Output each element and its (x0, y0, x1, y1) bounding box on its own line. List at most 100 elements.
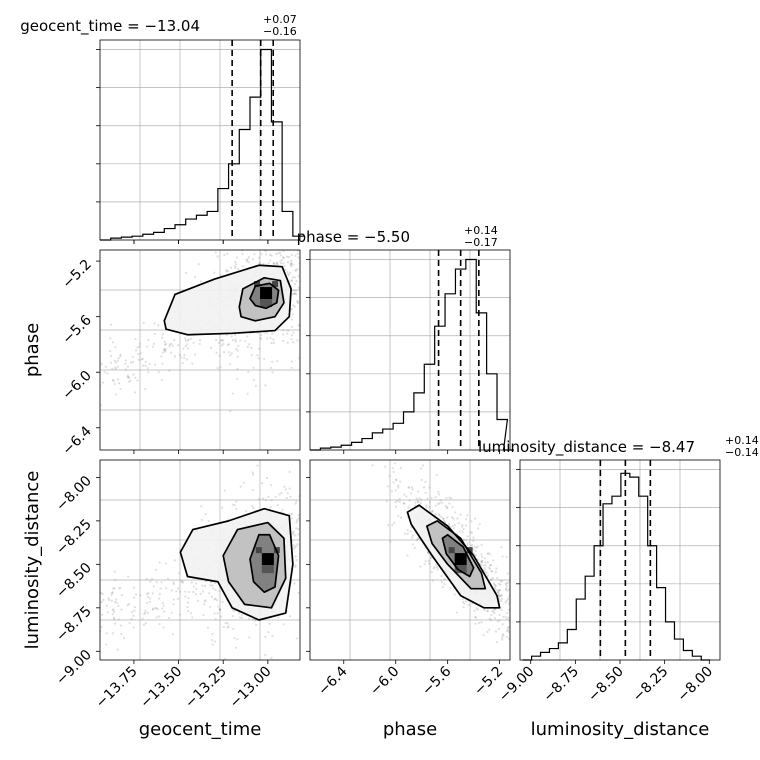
sample-point (473, 545, 476, 549)
sample-point (500, 594, 503, 597)
panel-frame (99, 249, 301, 451)
sample-point (488, 567, 492, 570)
sample-point (279, 254, 283, 257)
sample-point (297, 323, 300, 327)
sample-point (113, 579, 117, 582)
sample-point (427, 559, 430, 562)
sample-point (277, 616, 280, 619)
sample-point (462, 538, 466, 541)
sample-point (149, 597, 152, 600)
ylabel-luminosity-distance: luminosity_distance (22, 471, 43, 650)
sample-point (138, 345, 141, 348)
sample-point (501, 636, 504, 639)
sample-point (428, 505, 431, 509)
sample-point (220, 344, 224, 347)
sample-point (444, 504, 447, 508)
sample-point (234, 266, 237, 270)
sample-point (472, 539, 475, 542)
sample-point (476, 558, 480, 561)
sample-point (254, 384, 257, 387)
sample-point (241, 252, 244, 256)
sample-point (435, 565, 439, 569)
sample-point (494, 571, 497, 574)
sample-point (498, 619, 501, 622)
sample-point (126, 604, 129, 607)
sample-point (162, 604, 165, 607)
sample-point (184, 339, 187, 342)
sample-point (480, 553, 483, 556)
sample-point (462, 600, 465, 603)
sample-point (290, 334, 294, 337)
sample-point (499, 599, 503, 603)
sample-point (111, 591, 114, 594)
sample-point (151, 592, 154, 595)
sample-point (158, 597, 161, 600)
sample-point (484, 561, 487, 564)
sample-point (295, 293, 298, 296)
sample-point (499, 579, 502, 583)
sample-point (251, 488, 254, 492)
sample-point (409, 492, 413, 495)
sample-point (291, 313, 294, 316)
sample-point (191, 616, 194, 619)
sample-point (130, 617, 133, 621)
sample-point (257, 347, 261, 350)
sample-point (164, 562, 167, 565)
sample-point (497, 591, 500, 594)
sample-point (441, 585, 445, 588)
sample-point (371, 464, 374, 467)
sample-point (281, 339, 285, 343)
sample-point (483, 568, 486, 572)
sample-point (197, 263, 200, 266)
sample-point (283, 264, 286, 268)
sample-point (152, 607, 155, 610)
sample-point (178, 613, 182, 616)
sample-point (181, 581, 184, 584)
sample-point (126, 376, 129, 379)
sample-point (209, 346, 213, 349)
sample-point (389, 540, 392, 543)
sample-point (251, 504, 254, 508)
sample-point (236, 377, 239, 380)
sample-point (430, 571, 433, 574)
sample-point (445, 506, 449, 509)
sample-point (178, 572, 181, 575)
sample-point (280, 258, 284, 262)
sample-point (168, 343, 171, 346)
sample-point (126, 374, 129, 377)
sample-point (492, 582, 495, 585)
sample-point (100, 363, 103, 366)
sample-point (234, 263, 238, 266)
sample-point (489, 564, 492, 567)
sample-point (111, 632, 114, 635)
sample-point (443, 577, 446, 581)
sample-point (478, 621, 481, 624)
sample-point (271, 634, 274, 638)
sample-point (167, 616, 171, 620)
sample-point (151, 608, 154, 611)
sample-point (106, 611, 109, 614)
sample-point (504, 588, 507, 591)
sample-point (297, 513, 300, 517)
sample-point (498, 614, 501, 617)
sample-point (176, 587, 180, 590)
sample-point (472, 536, 475, 539)
sample-point (141, 364, 145, 367)
sample-point (113, 359, 116, 362)
sample-point (264, 635, 267, 638)
sample-point (113, 570, 116, 573)
sample-point (219, 366, 222, 369)
sample-point (494, 630, 498, 633)
sample-point (390, 490, 394, 493)
sample-point (163, 347, 166, 351)
sample-point (109, 361, 113, 364)
sample-point (172, 603, 175, 606)
sample-point (132, 586, 135, 589)
sample-point (437, 513, 440, 516)
sample-point (171, 633, 174, 636)
sample-point (282, 262, 285, 265)
sample-point (293, 276, 296, 279)
sample-point (296, 339, 299, 342)
sample-point (248, 636, 251, 639)
sample-point (461, 523, 464, 527)
